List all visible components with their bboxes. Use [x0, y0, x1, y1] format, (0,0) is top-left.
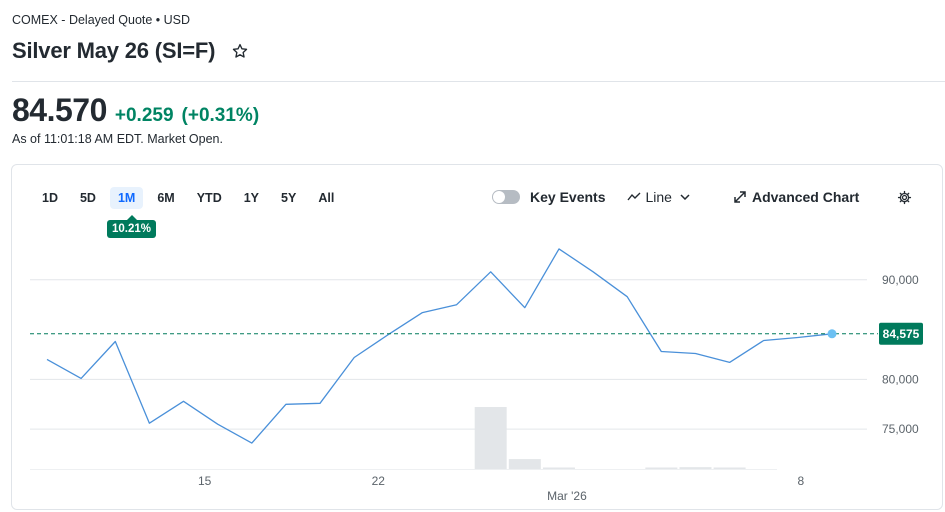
- x-tick-label: 15: [198, 474, 212, 488]
- chart-toolbar: Key Events Line Advanced Chart: [492, 189, 912, 205]
- range-button-all[interactable]: All: [318, 191, 335, 205]
- star-watchlist-icon[interactable]: [231, 42, 249, 60]
- price-row: 84.570 +0.259 (+0.31%): [12, 92, 259, 129]
- chart-settings-button[interactable]: [897, 190, 912, 205]
- key-events-label[interactable]: Key Events: [530, 189, 606, 205]
- range-button-1y[interactable]: 1Y: [243, 191, 260, 205]
- chart-card: 1D 5D 1M 6M YTD 1Y 5Y All 10.21% Key Events Lin…: [11, 164, 943, 510]
- current-price-badge-label: 84,575: [883, 327, 920, 341]
- current-price-dot: [827, 329, 837, 339]
- exchange-label: COMEX - Delayed Quote • USD: [12, 13, 191, 27]
- volume-bar: [508, 459, 541, 469]
- volume-bar: [474, 407, 507, 469]
- range-change-badge: 10.21%: [107, 215, 157, 238]
- range-button-1m[interactable]: 1M: [109, 187, 144, 209]
- volume-bar: [542, 467, 575, 469]
- page-title: Silver May 26 (SI=F): [12, 38, 216, 63]
- range-button-ytd[interactable]: YTD: [196, 191, 222, 205]
- range-button-5y[interactable]: 5Y: [281, 191, 297, 205]
- x-tick-label: 22: [372, 474, 386, 488]
- key-events-toggle[interactable]: [492, 190, 520, 204]
- price-change-percent: (+0.31%): [181, 105, 260, 126]
- price-line: [46, 248, 833, 444]
- quote-timestamp: As of 11:01:18 AM EDT. Market Open.: [12, 132, 223, 146]
- y-tick-label: 75,000: [882, 422, 919, 436]
- range-button-5d[interactable]: 5D: [79, 191, 96, 205]
- price-change: +0.259: [114, 105, 174, 126]
- chart-type-label: Line: [645, 189, 672, 205]
- chevron-down-icon: [680, 194, 690, 200]
- range-button-6m[interactable]: 6M: [157, 191, 175, 205]
- volume-bar: [679, 467, 712, 469]
- expand-icon: [734, 191, 746, 203]
- gear-icon: [898, 190, 912, 204]
- x-tick-label: Mar '26: [547, 489, 587, 503]
- volume-bar: [645, 467, 678, 469]
- advanced-chart-button[interactable]: Advanced Chart: [734, 189, 859, 205]
- current-price: 84.570: [12, 92, 107, 128]
- range-button-1d[interactable]: 1D: [42, 191, 58, 205]
- x-tick-label: 8: [798, 474, 805, 488]
- y-tick-label: 80,000: [882, 372, 919, 386]
- chart-type-dropdown[interactable]: Line: [627, 189, 690, 205]
- current-price-badge: [879, 322, 923, 345]
- advanced-chart-label: Advanced Chart: [751, 189, 860, 205]
- range-selector: 1D 5D 1M 6M YTD 1Y 5Y All: [34, 187, 348, 209]
- header-divider: [12, 81, 945, 82]
- line-chart-icon: [627, 192, 641, 201]
- price-chart[interactable]: 90,000 80,000 75,000 84,575 15 22 Mar '26 8: [12, 165, 942, 509]
- title-row: Silver May 26 (SI=F): [12, 38, 249, 64]
- volume-bar: [713, 467, 746, 469]
- y-tick-label: 90,000: [882, 273, 919, 287]
